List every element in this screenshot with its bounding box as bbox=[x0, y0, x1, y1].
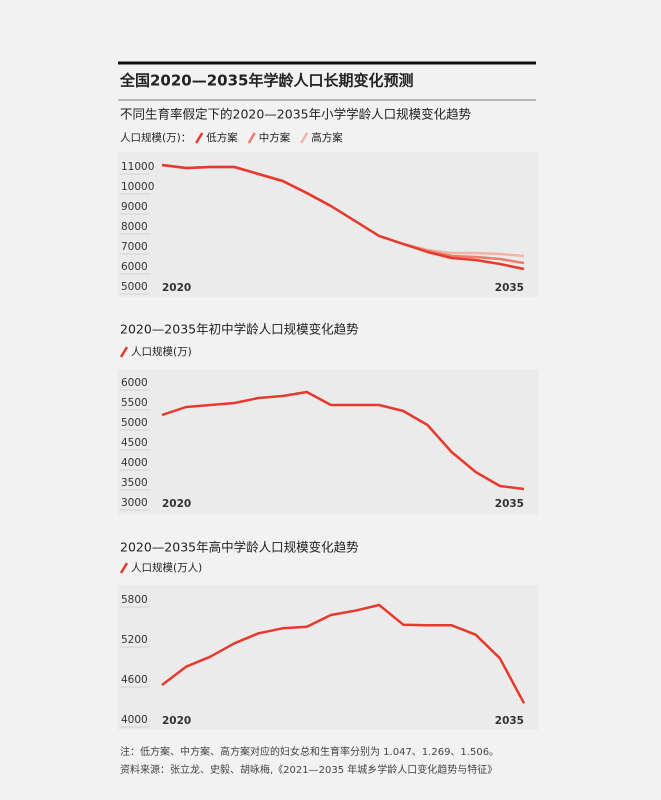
legend-swatch bbox=[119, 562, 129, 574]
x-tick-label: 2035 bbox=[495, 498, 524, 510]
plot-area bbox=[118, 585, 538, 730]
x-tick-label: 2020 bbox=[162, 715, 191, 727]
legend-label: 人口规模(万人) bbox=[131, 561, 202, 574]
note: 注：低方案、中方案、高方案对应的妇女总和生育率分别为 1.047、1.269、1… bbox=[120, 745, 499, 758]
source: 资料来源：张立龙、史毅、胡咏梅,《2021—2035 年城乡学龄人口变化趋势与特… bbox=[120, 763, 497, 776]
series-line bbox=[161, 163, 525, 271]
y-tick-label: 6000 bbox=[121, 377, 148, 389]
series-line bbox=[161, 603, 526, 704]
y-tick-label: 5200 bbox=[121, 634, 148, 646]
x-tick-label: 2020 bbox=[162, 498, 191, 510]
y-tick-label: 3000 bbox=[121, 497, 148, 509]
y-tick-label: 4000 bbox=[121, 457, 148, 469]
chart-title: 2020—2035年初中学龄人口规模变化趋势 bbox=[120, 322, 359, 337]
y-tick-label: 9000 bbox=[121, 201, 148, 213]
y-tick-label: 5000 bbox=[121, 417, 148, 429]
series-line bbox=[161, 390, 525, 491]
legend-label: 中方案 bbox=[259, 131, 291, 144]
y-tick-label: 4500 bbox=[121, 437, 148, 449]
y-tick-label: 4000 bbox=[121, 714, 148, 726]
legend-swatch bbox=[300, 132, 309, 144]
y-tick-label: 10000 bbox=[121, 181, 154, 193]
legend-label: 高方案 bbox=[311, 131, 343, 144]
plot-area bbox=[118, 370, 538, 515]
y-tick-label: 5800 bbox=[121, 594, 148, 606]
legend-label: 人口规模(万) bbox=[131, 345, 192, 358]
x-tick-label: 2035 bbox=[495, 282, 524, 294]
chart-title: 2020—2035年高中学龄人口规模变化趋势 bbox=[120, 540, 359, 555]
x-tick-label: 2035 bbox=[495, 715, 524, 727]
y-tick-label: 11000 bbox=[121, 161, 154, 173]
y-tick-label: 7000 bbox=[121, 241, 148, 253]
legend-swatch bbox=[195, 132, 204, 144]
y-tick-label: 6000 bbox=[121, 261, 148, 273]
plot-area bbox=[118, 152, 538, 297]
y-tick-label: 5000 bbox=[121, 281, 148, 293]
x-tick-label: 2020 bbox=[162, 282, 191, 294]
page-title: 全国2020—2035年学龄人口长期变化预测 bbox=[119, 72, 414, 90]
y-tick-label: 3500 bbox=[121, 477, 148, 489]
legend-title: 人口规模(万)： bbox=[120, 131, 191, 144]
legend-swatch bbox=[247, 132, 256, 144]
y-tick-label: 5500 bbox=[121, 397, 148, 409]
y-tick-label: 8000 bbox=[121, 221, 148, 233]
chart-title: 不同生育率假定下的2020—2035年小学学龄人口规模变化趋势 bbox=[120, 107, 472, 122]
y-tick-label: 4600 bbox=[121, 674, 148, 686]
legend-swatch bbox=[119, 346, 129, 358]
legend-label: 低方案 bbox=[206, 131, 238, 144]
